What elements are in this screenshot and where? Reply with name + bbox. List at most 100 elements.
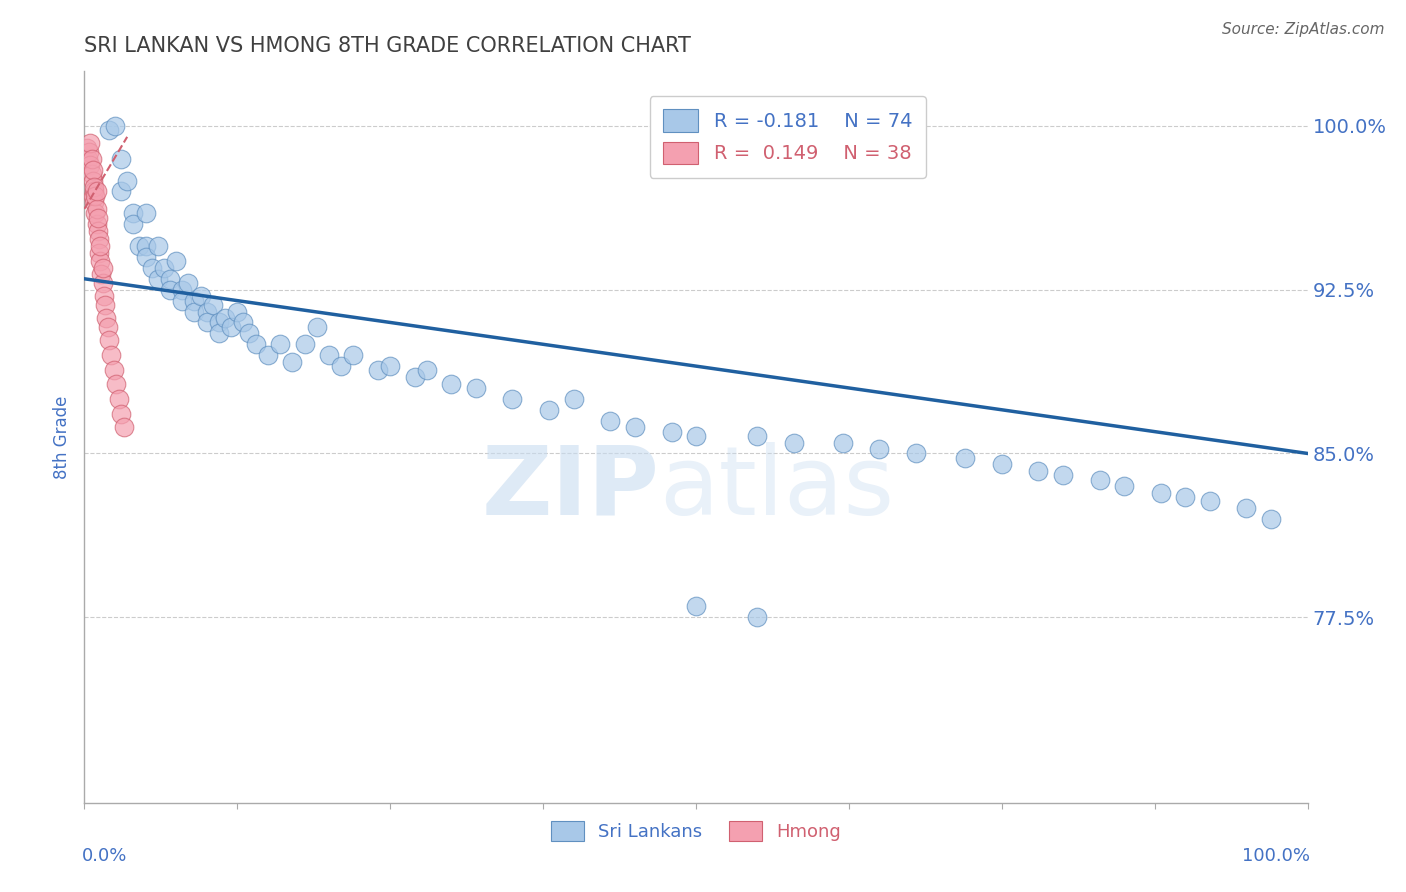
Point bbox=[1198, 494, 1220, 508]
Point bbox=[135, 250, 157, 264]
Point bbox=[82, 162, 104, 177]
Point bbox=[105, 376, 128, 391]
Point bbox=[1150, 485, 1173, 500]
Point bbox=[122, 217, 145, 231]
Point bbox=[1088, 473, 1111, 487]
Point bbox=[416, 363, 439, 377]
Point bbox=[112, 420, 135, 434]
Point bbox=[107, 392, 129, 406]
Point bbox=[96, 311, 118, 326]
Point bbox=[135, 206, 157, 220]
Point bbox=[86, 185, 108, 199]
Point bbox=[502, 392, 524, 406]
Point bbox=[90, 268, 112, 282]
Point bbox=[153, 260, 176, 275]
Point bbox=[135, 239, 157, 253]
Point bbox=[599, 414, 621, 428]
Point bbox=[84, 189, 107, 203]
Point bbox=[208, 315, 231, 329]
Point bbox=[195, 315, 218, 329]
Point bbox=[538, 402, 561, 417]
Point bbox=[91, 276, 114, 290]
Point bbox=[991, 458, 1014, 472]
Point bbox=[104, 119, 127, 133]
Point bbox=[294, 337, 316, 351]
Point bbox=[79, 158, 101, 172]
Point bbox=[103, 363, 125, 377]
Point bbox=[1052, 468, 1074, 483]
Point bbox=[82, 189, 104, 203]
Point bbox=[172, 283, 194, 297]
Point bbox=[305, 319, 328, 334]
Point bbox=[440, 376, 463, 391]
Point bbox=[89, 254, 111, 268]
Point bbox=[330, 359, 353, 373]
Point bbox=[661, 425, 683, 439]
Point bbox=[172, 293, 194, 308]
Point bbox=[1174, 490, 1197, 504]
Point bbox=[159, 272, 181, 286]
Point bbox=[86, 217, 108, 231]
Y-axis label: 8th Grade: 8th Grade bbox=[53, 395, 72, 479]
Point bbox=[1260, 512, 1282, 526]
Point bbox=[77, 145, 100, 160]
Point bbox=[100, 348, 122, 362]
Point bbox=[214, 311, 236, 326]
Point bbox=[87, 232, 110, 246]
Point bbox=[115, 173, 138, 187]
Text: Source: ZipAtlas.com: Source: ZipAtlas.com bbox=[1222, 22, 1385, 37]
Text: SRI LANKAN VS HMONG 8TH GRADE CORRELATION CHART: SRI LANKAN VS HMONG 8TH GRADE CORRELATIO… bbox=[84, 36, 692, 56]
Point bbox=[110, 152, 132, 166]
Point bbox=[831, 435, 853, 450]
Text: 100.0%: 100.0% bbox=[1241, 847, 1310, 864]
Point bbox=[380, 359, 402, 373]
Point bbox=[97, 319, 120, 334]
Point bbox=[367, 363, 389, 377]
Point bbox=[685, 599, 707, 614]
Point bbox=[208, 326, 231, 341]
Point bbox=[76, 141, 98, 155]
Point bbox=[562, 392, 585, 406]
Point bbox=[79, 136, 101, 151]
Point bbox=[219, 319, 242, 334]
Point bbox=[685, 429, 707, 443]
Point bbox=[141, 260, 163, 275]
Point bbox=[190, 289, 212, 303]
Point bbox=[183, 304, 205, 318]
Point bbox=[869, 442, 891, 456]
Point bbox=[89, 239, 111, 253]
Point bbox=[93, 289, 115, 303]
Text: atlas: atlas bbox=[659, 442, 894, 535]
Point bbox=[464, 381, 486, 395]
Point bbox=[110, 407, 132, 421]
Point bbox=[257, 348, 280, 362]
Point bbox=[232, 315, 254, 329]
Point bbox=[624, 420, 647, 434]
Point bbox=[87, 211, 110, 225]
Text: 0.0%: 0.0% bbox=[82, 847, 128, 864]
Legend: Sri Lankans, Hmong: Sri Lankans, Hmong bbox=[544, 814, 848, 848]
Point bbox=[97, 123, 120, 137]
Point bbox=[83, 180, 105, 194]
Point bbox=[87, 224, 110, 238]
Point bbox=[122, 206, 145, 220]
Point bbox=[146, 239, 169, 253]
Point bbox=[747, 610, 769, 624]
Point bbox=[905, 446, 928, 460]
Point bbox=[177, 276, 200, 290]
Point bbox=[226, 304, 249, 318]
Point bbox=[83, 195, 105, 210]
Point bbox=[245, 337, 267, 351]
Point bbox=[1236, 501, 1258, 516]
Point bbox=[146, 272, 169, 286]
Point bbox=[201, 298, 224, 312]
Point bbox=[318, 348, 340, 362]
Point bbox=[342, 348, 364, 362]
Point bbox=[84, 206, 107, 220]
Point bbox=[80, 167, 103, 181]
Point bbox=[1114, 479, 1136, 493]
Point bbox=[110, 185, 132, 199]
Point bbox=[97, 333, 120, 347]
Point bbox=[783, 435, 806, 450]
Point bbox=[91, 260, 114, 275]
